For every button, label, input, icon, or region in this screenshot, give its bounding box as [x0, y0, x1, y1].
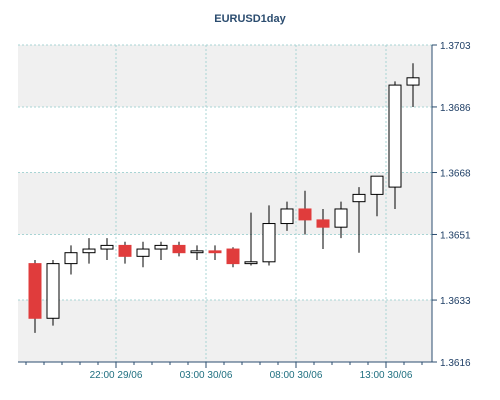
candle-body-up [334, 208, 348, 228]
candle-body-down [226, 248, 240, 265]
axes [18, 44, 437, 368]
y-tick-label: 1.3668 [440, 169, 471, 180]
candle-body-down [298, 208, 312, 221]
candle-body-up [406, 77, 420, 86]
candle-body-down [172, 244, 186, 254]
candle [226, 247, 240, 268]
y-tick-label: 1.3633 [440, 296, 471, 307]
candle-body-down [118, 244, 132, 257]
candle [370, 175, 384, 217]
candle [172, 241, 186, 257]
candle [154, 241, 168, 260]
candle-body-up [154, 244, 168, 250]
candle-body-up [352, 193, 366, 203]
candle [280, 201, 294, 231]
candle-body-up [244, 261, 258, 265]
candle-body-up [280, 208, 294, 225]
candle [352, 187, 366, 253]
candle-body-down [316, 219, 330, 228]
candle [64, 245, 78, 275]
candle [136, 241, 150, 268]
plot-band [18, 234, 432, 301]
candle [82, 238, 96, 264]
candle-body-up [100, 244, 114, 250]
plot-band [18, 45, 432, 107]
grid-lines [18, 44, 432, 363]
candle [28, 259, 42, 333]
candle [262, 205, 276, 266]
candle-body-up [64, 252, 78, 265]
candle [118, 241, 132, 264]
candle-body-down [208, 250, 222, 254]
x-tick-label: 22:00 29/06 [90, 370, 143, 381]
candle [208, 245, 222, 260]
candle-body-up [46, 263, 60, 319]
candle [190, 245, 204, 260]
candle-body-up [136, 248, 150, 257]
x-tick-label: 03:00 30/06 [180, 370, 233, 381]
candle-body-up [82, 248, 96, 254]
candle-body-down [28, 263, 42, 319]
y-tick-label: 1.3616 [440, 358, 471, 369]
y-tick-label: 1.3651 [440, 230, 471, 241]
candle [388, 81, 402, 209]
chart-title: EURUSD1day [214, 13, 286, 25]
candle [298, 190, 312, 235]
candle [316, 208, 330, 250]
plot-band [18, 172, 432, 235]
x-axis-labels: 22:00 29/06 03:00 30/06 08:00 30/06 13:00 3… [90, 370, 413, 381]
plot-band [18, 106, 432, 173]
candle-body-up [262, 223, 276, 263]
candle [46, 259, 60, 326]
plot-bands [18, 45, 432, 362]
y-tick-label: 1.3703 [440, 41, 471, 52]
candles-group [28, 63, 420, 333]
y-axis-labels: 1.3703 1.3686 1.3668 1.3651 1.3633 1.3616 [440, 41, 471, 369]
y-tick-label: 1.3686 [440, 103, 471, 114]
candle-body-up [370, 175, 384, 195]
candle-body-up [190, 250, 204, 254]
x-tick-label: 08:00 30/06 [270, 370, 323, 381]
candle [334, 201, 348, 239]
candle [244, 212, 258, 266]
candle-body-up [388, 84, 402, 188]
x-tick-label: 13:00 30/06 [360, 370, 413, 381]
plot-band [18, 300, 432, 362]
candle [100, 238, 114, 260]
candle [406, 63, 420, 107]
